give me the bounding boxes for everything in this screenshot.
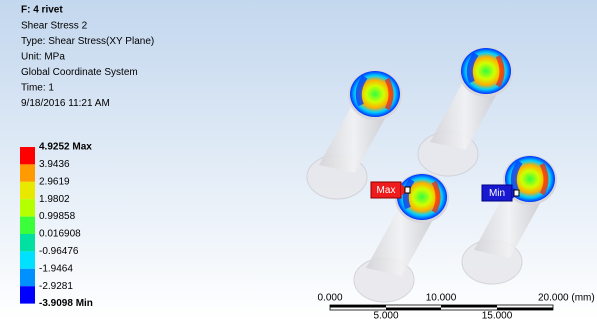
header-line: Unit: MPa (21, 52, 65, 63)
legend-swatch (20, 269, 35, 286)
scale-bar (330, 305, 553, 310)
legend-swatch (20, 217, 35, 234)
scale-label: 20.000 (mm) (538, 293, 595, 304)
legend-label: -0.96476 (39, 246, 79, 257)
header-line: Global Coordinate System (21, 67, 138, 78)
legend-swatch (20, 199, 35, 216)
legend-swatch (20, 182, 35, 199)
header-line: Time: 1 (21, 83, 54, 94)
legend-label: 3.9436 (39, 159, 70, 170)
legend-swatch (20, 147, 35, 164)
legend-label: 0.016908 (39, 229, 81, 240)
legend-label: -1.9464 (39, 263, 73, 274)
legend-label: -2.9281 (39, 281, 73, 292)
scale-label: 15.000 (482, 311, 513, 320)
legend-label: 4.9252 Max (39, 142, 92, 153)
header-line: Shear Stress 2 (21, 21, 88, 32)
min-label: Min (489, 188, 505, 199)
legend-label: -3.9098 Min (39, 298, 93, 309)
viewport: Max Min F: 4 rivet Shear Stress 2 Type: S… (0, 0, 597, 320)
header-line: 9/18/2016 11:21 AM (21, 98, 110, 109)
legend-label: 2.9619 (39, 176, 70, 187)
legend-swatch (20, 251, 35, 268)
scale-label: 5.000 (373, 311, 398, 320)
scale-label: 0.000 (317, 293, 342, 304)
legend-swatch (20, 234, 35, 251)
legend-swatch (20, 286, 35, 303)
legend-swatch (20, 164, 35, 181)
scale-label: 10.000 (426, 293, 457, 304)
legend-label: 1.9802 (39, 194, 70, 205)
header-line: Type: Shear Stress(XY Plane) (21, 36, 154, 47)
title: F: 4 rivet (21, 5, 63, 16)
max-label: Max (377, 185, 396, 196)
legend-label: 0.99858 (39, 211, 76, 222)
